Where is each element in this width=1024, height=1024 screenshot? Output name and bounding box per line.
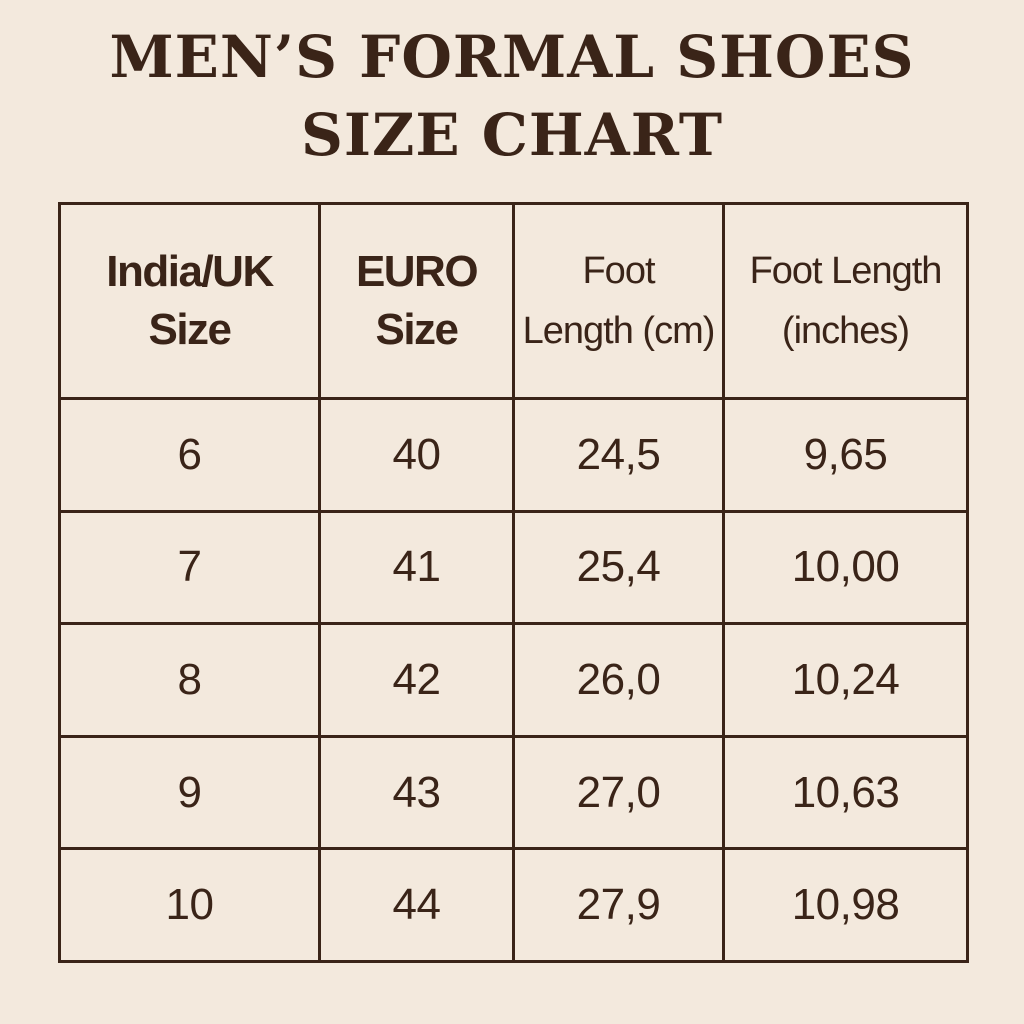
header-euro-size: EURO Size [318, 202, 515, 400]
header-row: India/UK Size EURO Size Foot Length (cm) Fo… [58, 202, 969, 400]
table-row: 10 44 27,9 10,98 [58, 847, 969, 963]
title-line-2: SIZE CHART [300, 101, 724, 169]
cell-foot-length-inches: 10,24 [722, 622, 969, 738]
cell-foot-length-cm: 25,4 [512, 509, 725, 626]
cell-india-uk-size: 9 [58, 734, 321, 851]
header-text: EURO [355, 247, 479, 296]
cell-foot-length-cm: 24,5 [512, 397, 725, 513]
title-line-1: MEN’S FORMAL SHOES [109, 23, 915, 91]
table-row: 9 43 27,0 10,63 [58, 734, 969, 851]
cell-euro-size: 40 [318, 397, 515, 513]
header-text: Size [375, 305, 459, 354]
header-text: Size [148, 305, 232, 354]
table-row: 6 40 24,5 9,65 [58, 397, 969, 513]
header-foot-length-inches: Foot Length (inches) [722, 202, 969, 400]
cell-india-uk-size: 8 [58, 622, 321, 738]
cell-foot-length-cm: 26,0 [512, 622, 725, 738]
header-text: (inches) [781, 310, 910, 352]
cell-foot-length-inches: 9,65 [722, 397, 969, 513]
cell-india-uk-size: 7 [58, 509, 321, 626]
cell-euro-size: 41 [318, 509, 515, 626]
page-title: MEN’S FORMAL SHOES SIZE CHART [0, 18, 1024, 174]
cell-euro-size: 42 [318, 622, 515, 738]
header-text: Length (cm) [522, 310, 716, 352]
table-row: 7 41 25,4 10,00 [58, 509, 969, 626]
cell-foot-length-inches: 10,00 [722, 509, 969, 626]
cell-foot-length-inches: 10,98 [722, 847, 969, 963]
cell-euro-size: 43 [318, 734, 515, 851]
header-india-uk-size: India/UK Size [58, 202, 321, 400]
header-text: India/UK [106, 247, 274, 296]
header-text: Foot [582, 250, 655, 292]
header-foot-length-cm: Foot Length (cm) [512, 202, 725, 400]
cell-euro-size: 44 [318, 847, 515, 963]
cell-india-uk-size: 10 [58, 847, 321, 963]
size-chart-table: India/UK Size EURO Size Foot Length (cm) Fo… [58, 202, 969, 963]
cell-foot-length-cm: 27,9 [512, 847, 725, 963]
table-row: 8 42 26,0 10,24 [58, 622, 969, 738]
cell-india-uk-size: 6 [58, 397, 321, 513]
header-text: Foot Length [749, 250, 943, 292]
cell-foot-length-inches: 10,63 [722, 734, 969, 851]
cell-foot-length-cm: 27,0 [512, 734, 725, 851]
